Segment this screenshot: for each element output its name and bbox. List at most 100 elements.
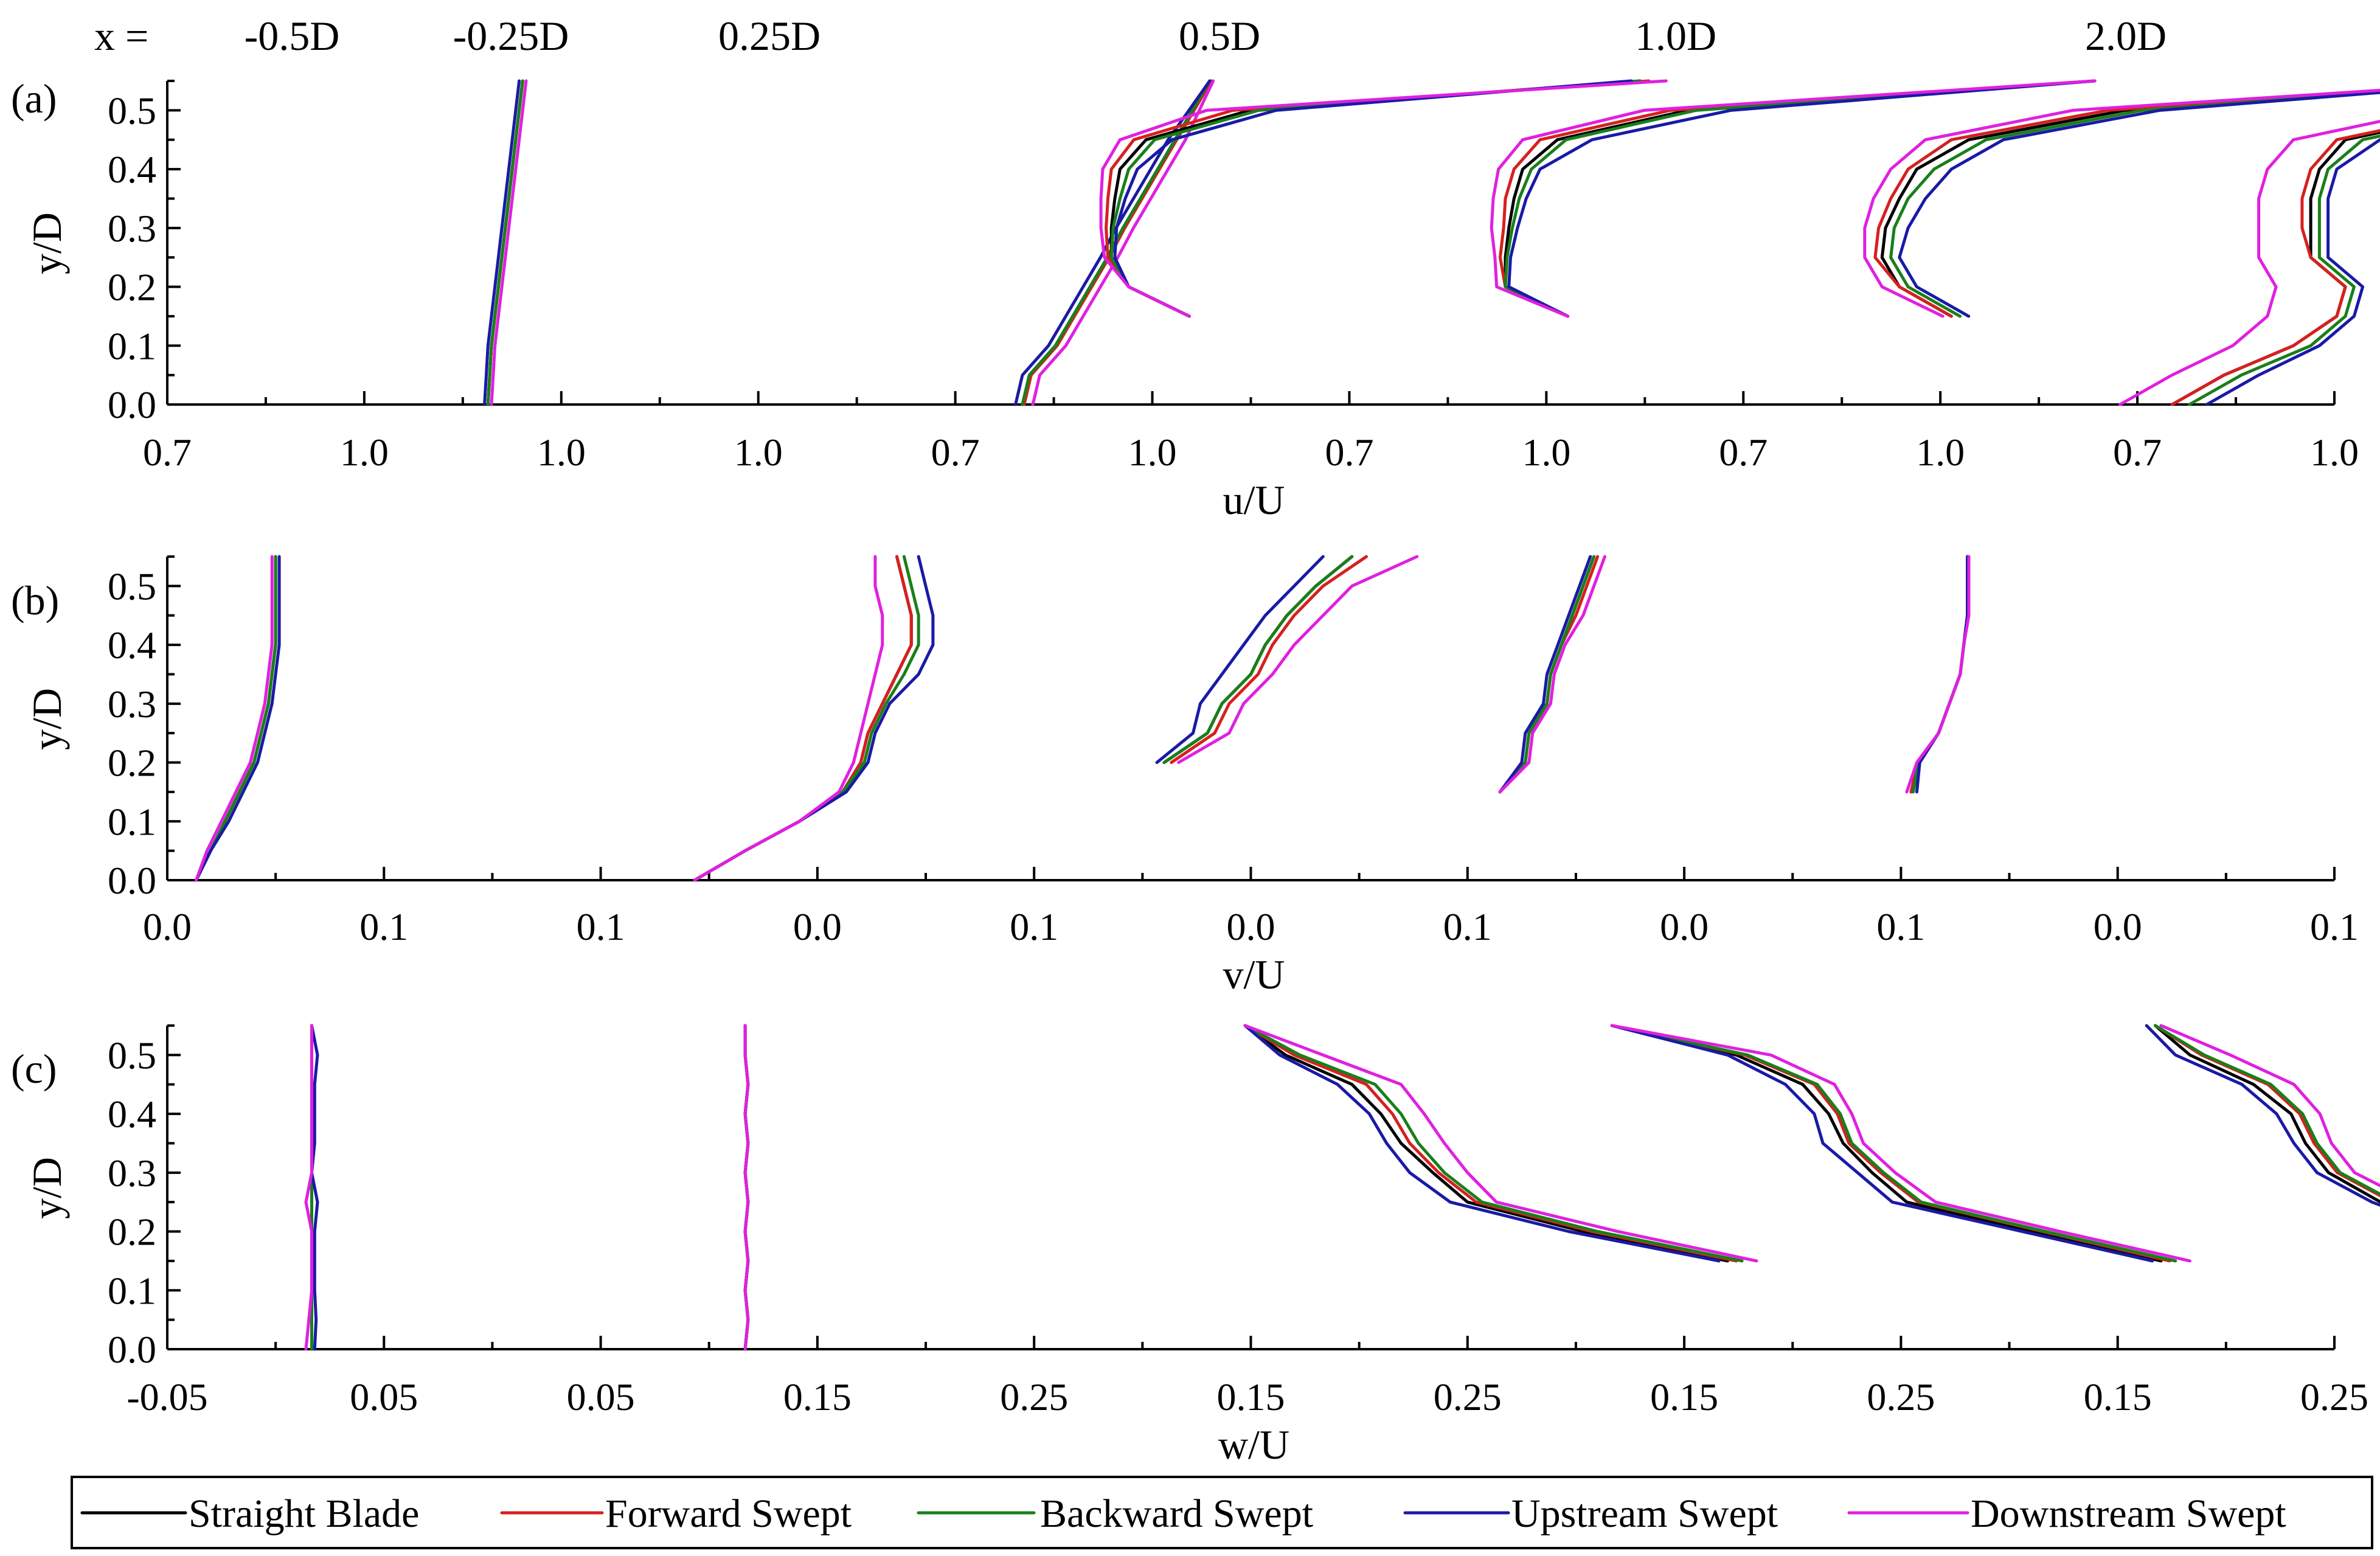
- panels: 0.0 0.1 0.2 0.3 0.4 0.5 0.7 1.0 1.0 1.0 0.7 1.0 0.7 1…: [11, 75, 2380, 1468]
- legend-item-forward-swept: Forward Swept: [500, 1492, 852, 1536]
- x-axis-title: v/U: [1223, 951, 1285, 998]
- x-tick-label: 0.0: [143, 905, 192, 948]
- y-tick-label: 0.3: [108, 682, 156, 726]
- x-tick-label: 1.0: [2310, 431, 2359, 474]
- curve-0.5d-forward-swept: [1610, 1024, 2171, 1263]
- x-tick-label: 0.15: [2084, 1375, 2152, 1419]
- x-tick-label: 0.7: [1719, 431, 1768, 474]
- legend-label-backward-swept: Backward Swept: [1040, 1492, 1313, 1536]
- station-0.25d-profiles: [1155, 555, 1419, 764]
- y-tick-label: 0.0: [108, 859, 156, 902]
- curve-0.5d-upstream-swept: [483, 79, 521, 406]
- x-tick-label: 0.1: [577, 905, 625, 948]
- x-tick-label: 0.05: [350, 1375, 418, 1419]
- x-tick-label: 1.0: [734, 431, 783, 474]
- legend: Straight Blade Forward Swept Backward Sw…: [71, 1476, 2373, 1549]
- curve-0.25d-upstream-swept: [1113, 79, 1633, 318]
- y-tick-label: 0.2: [108, 266, 156, 309]
- curve-2.0d-backward-swept: [2188, 134, 2380, 406]
- x-tick-label: 0.7: [2113, 431, 2162, 474]
- station-0.25d-profiles: [1243, 1024, 1758, 1263]
- curve-1.0d-downstream-swept: [2159, 1024, 2380, 1187]
- curve-2.0d-upstream-swept: [2205, 138, 2380, 406]
- y-axis-title: y/D: [24, 212, 70, 274]
- curve-0.5d-downstream-swept: [1610, 1024, 2191, 1263]
- curve-1.0d-downstream-swept: [1863, 88, 2380, 318]
- curve-1.0d-straight-blade: [1880, 89, 2380, 318]
- station-0.5d-profiles: [1610, 1024, 2191, 1263]
- station-label-1.0D: 1.0D: [1635, 13, 1716, 59]
- curve-0.5d-upstream-swept: [195, 555, 281, 882]
- curve-1.0d-downstream-swept: [1905, 555, 1971, 794]
- curve-0.5d-upstream-swept: [1610, 1024, 2154, 1263]
- panel-u-u: 0.0 0.1 0.2 0.3 0.4 0.5 0.7 1.0 1.0 1.0 0.7 1.0 0.7 1…: [11, 75, 2380, 523]
- curve-0.5d-backward-swept: [1504, 79, 2097, 318]
- legend-item-backward-swept: Backward Swept: [917, 1492, 1313, 1536]
- x-tick-label: 0.05: [567, 1375, 635, 1419]
- legend-label-straight-blade: Straight Blade: [189, 1492, 419, 1536]
- y-tick-label: 0.5: [108, 89, 156, 132]
- x-tick-label: 0.1: [2310, 905, 2359, 948]
- curve-0.25d-upstream-swept: [1243, 1024, 1721, 1263]
- legend-item-upstream-swept: Upstream Swept: [1403, 1492, 1778, 1536]
- x-tick-label: 0.7: [1325, 431, 1373, 474]
- x-tick-label: 1.0: [537, 431, 586, 474]
- y-tick-label: 0.4: [108, 148, 156, 191]
- station-0.5d-profiles: [304, 1024, 319, 1351]
- curve-2.0d-forward-swept: [2170, 129, 2380, 406]
- curve-0.25d-downstream-swept: [1177, 555, 1419, 764]
- x-tick-label: 0.7: [143, 431, 192, 474]
- y-tick-label: 0.3: [108, 207, 156, 250]
- legend-label-downstream-swept: Downstream Swept: [1971, 1492, 2286, 1536]
- curve-2.0d-downstream-swept: [2118, 119, 2380, 406]
- y-tick-label: 0.3: [108, 1151, 156, 1195]
- station-header: x = -0.5D -0.25D 0.25D 0.5D 1.0D 2.0D: [94, 13, 2167, 59]
- curve-1.0d-straight-blade: [2154, 1024, 2380, 1204]
- curve-0.5d-upstream-swept: [310, 1024, 319, 1351]
- station-0.25d-profiles: [693, 555, 935, 882]
- x-tick-label: 0.7: [931, 431, 980, 474]
- x-axis-title: u/U: [1223, 477, 1285, 523]
- curve-1.0d-backward-swept: [2154, 1024, 2380, 1196]
- curve-0.25d-downstream-swept: [1243, 1024, 1758, 1263]
- x-tick-label: 0.25: [1434, 1375, 1502, 1419]
- curve-0.5d-downstream-swept: [195, 555, 274, 882]
- curve-1.0d-upstream-swept: [1898, 91, 2380, 318]
- curve-0.25d-forward-swept: [1170, 555, 1368, 764]
- y-tick-label: 0.0: [108, 383, 156, 426]
- curve-1.0d-backward-swept: [1889, 90, 2380, 318]
- curve-0.5d-upstream-swept: [1507, 79, 2097, 318]
- x-tick-label: 0.1: [359, 905, 408, 948]
- legend-label-forward-swept: Forward Swept: [605, 1492, 852, 1536]
- station-label-2.0D: 2.0D: [2085, 13, 2167, 59]
- y-axis-title: y/D: [24, 688, 70, 750]
- station-label-neg0.5D: -0.5D: [245, 13, 340, 59]
- curve-0.25d-backward-swept: [1162, 555, 1354, 764]
- x-tick-label: 1.0: [1522, 431, 1570, 474]
- x-tick-label: 0.0: [2094, 905, 2142, 948]
- curve-0.25d-upstream-swept: [1155, 555, 1325, 764]
- panel-w-u: 0.0 0.1 0.2 0.3 0.4 0.5 -0.05 0.05 0.05 0.15 0.25 0…: [11, 1024, 2380, 1468]
- x-tick-label: 1.0: [1128, 431, 1177, 474]
- curve-0.5d-downstream-swept: [1490, 79, 2097, 318]
- station-label-0.25D: 0.25D: [718, 13, 821, 59]
- y-axis-title: y/D: [24, 1157, 70, 1219]
- x-tick-label: 0.0: [1660, 905, 1709, 948]
- panel-label: (a): [11, 75, 57, 122]
- x-prefix-label: x =: [94, 13, 148, 59]
- y-tick-label: 0.4: [108, 623, 156, 667]
- y-tick-label: 0.1: [108, 800, 156, 843]
- station-1.0d-profiles: [1905, 555, 1971, 794]
- x-tick-label: 0.25: [1867, 1375, 1935, 1419]
- station-0.5d-profiles: [195, 555, 281, 882]
- curve-0.25d-backward-swept: [693, 555, 920, 882]
- x-axis-title: w/U: [1218, 1422, 1289, 1468]
- x-tick-label: -0.05: [127, 1375, 207, 1419]
- curve-0.5d-backward-swept: [1498, 555, 1596, 794]
- curve-0.5d-downstream-swept: [490, 79, 528, 406]
- curve-0.25d-straight-blade: [1243, 1024, 1729, 1263]
- curve-0.5d-downstream-swept: [1498, 555, 1606, 794]
- station-2.0d-profiles: [2118, 119, 2380, 406]
- station-0.5d-profiles: [1490, 79, 2097, 318]
